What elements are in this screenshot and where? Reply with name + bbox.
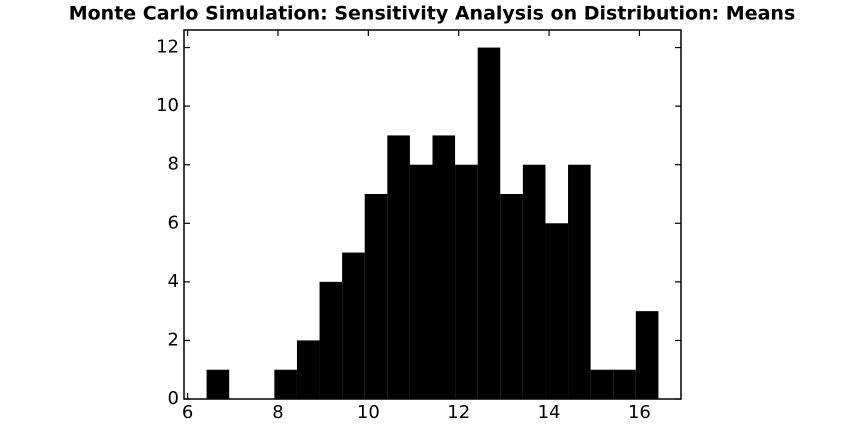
bar [568,164,591,399]
bar [206,369,230,399]
y-tick-label: 0 [168,388,179,409]
x-tick-label: 8 [272,402,283,423]
x-tick-label: 10 [357,402,380,423]
bar [590,369,614,399]
bar [522,164,546,399]
bar [500,194,523,399]
x-tick-label: 6 [182,402,193,423]
bar [613,369,636,399]
y-tick-label: 6 [168,212,179,233]
x-tick-label: 16 [628,402,651,423]
bar [296,340,320,399]
bar [342,252,365,399]
bar [387,135,410,399]
y-tick-label: 12 [156,37,179,58]
bar [545,223,569,399]
bar [364,194,388,399]
bar [635,311,659,399]
bar [274,369,297,399]
plot-frame [183,29,682,400]
bar [409,164,433,399]
y-tick-label: 2 [168,329,179,350]
x-tick-label: 12 [447,402,470,423]
x-tick-label: 14 [538,402,561,423]
y-tick-label: 10 [156,95,179,116]
bar [455,164,478,399]
bar [477,47,501,399]
chart-title: Monte Carlo Simulation: Sensitivity Anal… [69,3,796,25]
y-tick-label: 8 [168,154,179,175]
bar [319,281,343,399]
y-tick-label: 4 [168,271,179,292]
bar [432,135,456,399]
